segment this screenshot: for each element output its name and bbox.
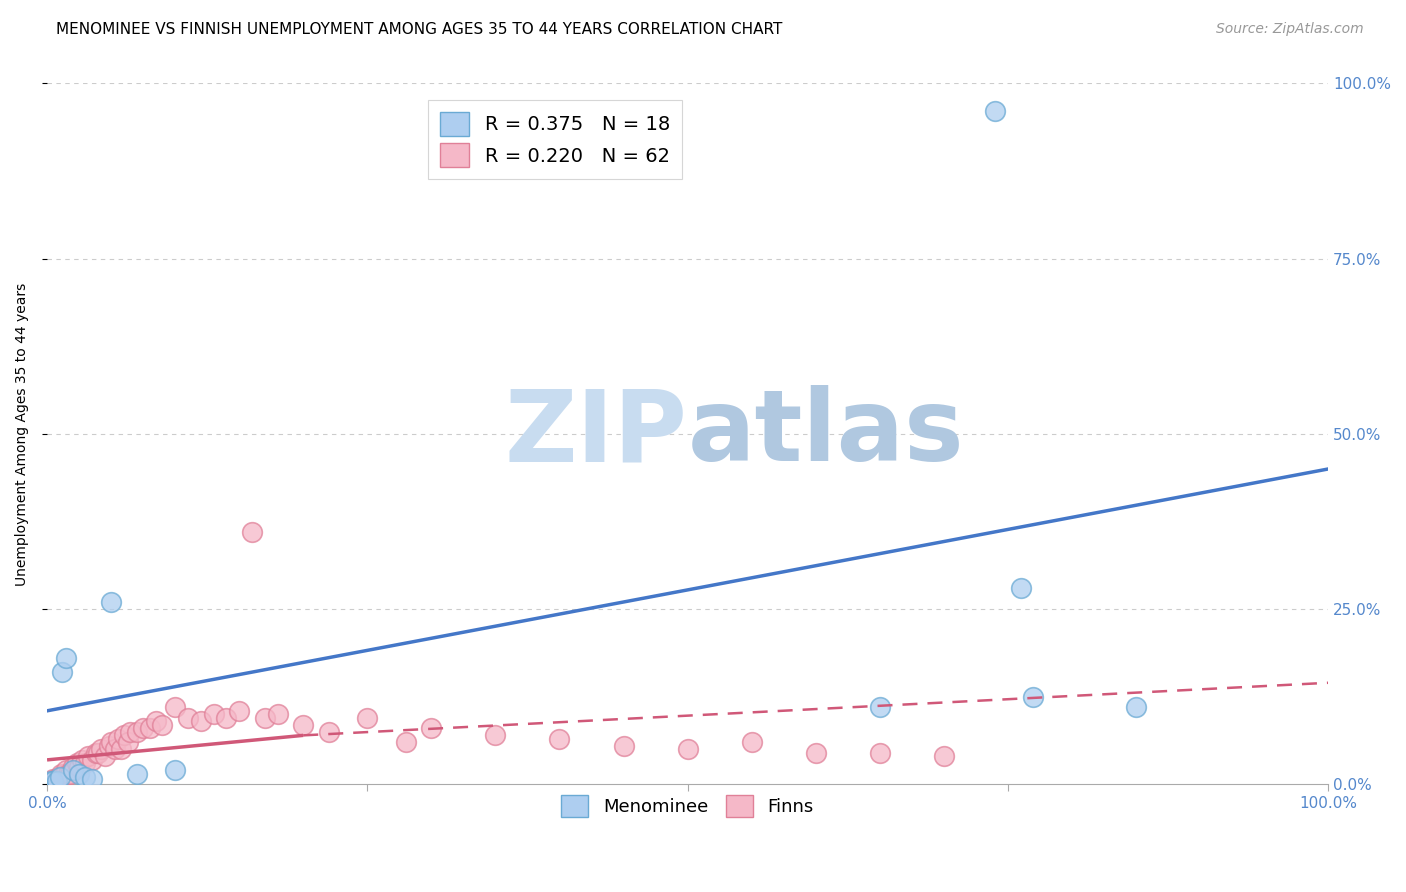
Point: [150, 718, 173, 732]
Point: [46, 773, 69, 788]
Point: [38, 775, 60, 789]
Point: [49, 771, 72, 785]
Text: ZIP: ZIP: [505, 385, 688, 483]
Point: [39, 773, 62, 788]
Point: [420, 722, 443, 736]
Point: [612, 739, 634, 753]
Point: [100, 595, 122, 609]
Point: [49, 773, 72, 788]
Point: [228, 704, 250, 718]
Point: [41, 773, 63, 788]
Point: [548, 731, 571, 746]
Point: [51, 771, 73, 785]
Point: [53, 767, 76, 781]
Point: [266, 707, 288, 722]
Point: [1010, 581, 1032, 595]
Point: [869, 700, 891, 714]
Point: [51, 665, 73, 680]
Point: [120, 724, 142, 739]
Point: [39, 773, 62, 788]
Point: [190, 714, 212, 729]
Point: [356, 711, 378, 725]
Point: [1022, 690, 1045, 704]
Point: [55, 764, 77, 778]
Point: [45, 773, 67, 788]
Text: atlas: atlas: [688, 385, 965, 483]
Point: [42, 772, 65, 786]
Point: [240, 524, 263, 539]
Point: [177, 711, 200, 725]
Point: [55, 651, 77, 665]
Point: [49, 767, 72, 781]
Point: [484, 728, 506, 742]
Point: [107, 731, 129, 746]
Point: [869, 746, 891, 760]
Point: [62, 764, 84, 778]
Point: [125, 767, 148, 781]
Y-axis label: Unemployment Among Ages 35 to 44 years: Unemployment Among Ages 35 to 44 years: [15, 282, 30, 585]
Legend: Menominee, Finns: Menominee, Finns: [554, 788, 821, 824]
Point: [1125, 700, 1147, 714]
Point: [165, 700, 187, 714]
Point: [56, 767, 79, 781]
Point: [117, 735, 139, 749]
Point: [253, 711, 276, 725]
Point: [292, 718, 315, 732]
Text: MENOMINEE VS FINNISH UNEMPLOYMENT AMONG AGES 35 TO 44 YEARS CORRELATION CHART: MENOMINEE VS FINNISH UNEMPLOYMENT AMONG …: [56, 22, 783, 37]
Point: [87, 746, 110, 760]
Point: [75, 756, 97, 771]
Point: [132, 722, 155, 736]
Point: [93, 749, 115, 764]
Point: [62, 760, 84, 774]
Point: [125, 724, 148, 739]
Point: [80, 753, 103, 767]
Point: [84, 746, 107, 760]
Point: [932, 749, 955, 764]
Point: [42, 773, 65, 788]
Point: [112, 728, 135, 742]
Point: [67, 760, 90, 774]
Point: [741, 735, 763, 749]
Point: [65, 756, 87, 771]
Point: [46, 772, 69, 786]
Point: [138, 722, 160, 736]
Point: [395, 735, 418, 749]
Point: [145, 714, 167, 729]
Point: [804, 746, 827, 760]
Point: [100, 735, 122, 749]
Point: [48, 771, 70, 785]
Point: [59, 767, 82, 781]
Point: [67, 767, 90, 781]
Point: [75, 771, 97, 785]
Point: [676, 742, 699, 756]
Point: [165, 764, 187, 778]
Point: [63, 764, 86, 778]
Point: [984, 104, 1007, 119]
Point: [318, 724, 340, 739]
Point: [77, 749, 100, 764]
Point: [110, 742, 132, 756]
Point: [215, 711, 238, 725]
Point: [80, 772, 103, 786]
Point: [44, 773, 66, 788]
Point: [70, 753, 93, 767]
Point: [97, 739, 120, 753]
Point: [90, 742, 112, 756]
Text: Source: ZipAtlas.com: Source: ZipAtlas.com: [1216, 22, 1364, 37]
Point: [202, 707, 225, 722]
Point: [104, 742, 127, 756]
